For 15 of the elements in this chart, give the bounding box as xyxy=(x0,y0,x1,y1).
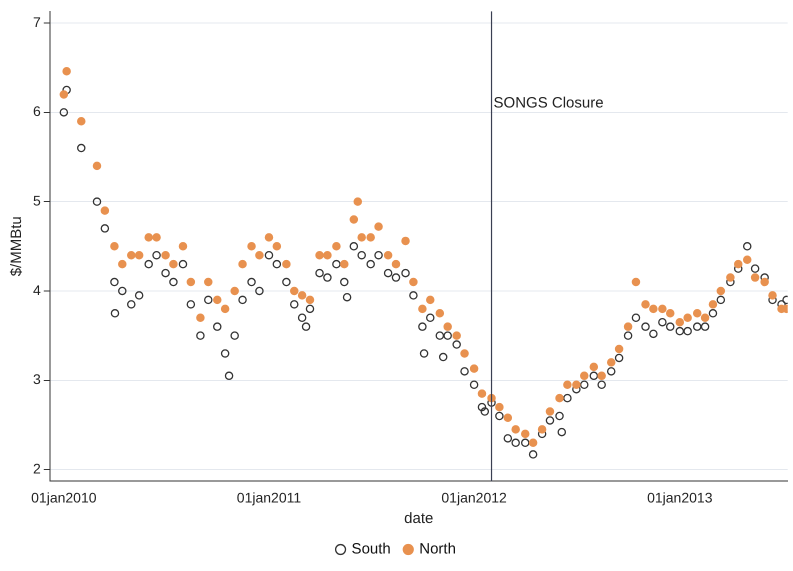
legend-label: South xyxy=(352,540,391,558)
x-tick-label: 01jan2010 xyxy=(31,489,97,506)
y-tick-label: 7 xyxy=(32,14,41,30)
ref-line-label: SONGS Closure xyxy=(494,94,604,112)
y-tick-label: 2 xyxy=(32,460,41,476)
y-tick-label: 4 xyxy=(32,282,41,298)
y-tick-label: 5 xyxy=(32,192,41,208)
x-tick-label: 01jan2012 xyxy=(441,489,508,506)
y-axis-title: $/MMBtu xyxy=(8,216,26,276)
legend-label: North xyxy=(419,540,456,558)
y-tick-label: 3 xyxy=(32,371,41,388)
x-tick-label: 01jan2011 xyxy=(236,489,302,506)
x-tick-label: 01jan2013 xyxy=(647,489,713,506)
y-tick-label: 6 xyxy=(32,103,41,120)
x-axis-title: date xyxy=(404,510,434,528)
